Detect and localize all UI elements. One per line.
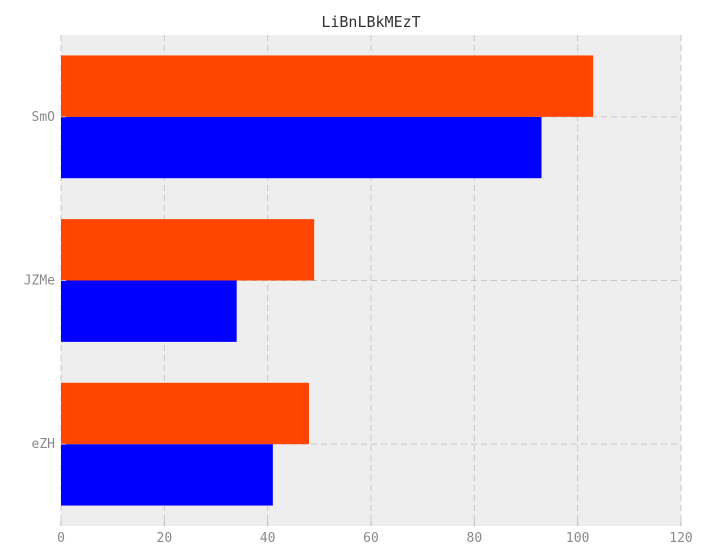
x-tick-label: 40 bbox=[260, 531, 276, 546]
bars bbox=[61, 55, 594, 506]
x-axis-ticks: 0 20 40 60 80 100 120 bbox=[57, 521, 693, 546]
x-tick-label: 0 bbox=[57, 531, 65, 546]
y-axis-ticks: eZH JZMe SmO bbox=[24, 110, 66, 452]
bar-SmO-series-2 bbox=[61, 55, 594, 117]
x-tick-label: 120 bbox=[669, 531, 692, 546]
y-tick-label: JZMe bbox=[24, 274, 55, 289]
bar-eZH-series-1 bbox=[61, 444, 273, 506]
chart-title: LiBnLBkMEzT bbox=[321, 13, 420, 31]
bar-JZMe-series-2 bbox=[61, 219, 315, 281]
bar-JZMe-series-1 bbox=[61, 280, 237, 342]
x-tick-label: 60 bbox=[363, 531, 379, 546]
bar-eZH-series-2 bbox=[61, 382, 309, 445]
y-tick-label: eZH bbox=[32, 437, 55, 452]
x-tick-label: 100 bbox=[566, 531, 589, 546]
y-tick-label: SmO bbox=[32, 110, 56, 125]
x-tick-label: 20 bbox=[157, 531, 173, 546]
x-tick-label: 80 bbox=[467, 531, 483, 546]
bar-SmO-series-1 bbox=[61, 116, 542, 179]
